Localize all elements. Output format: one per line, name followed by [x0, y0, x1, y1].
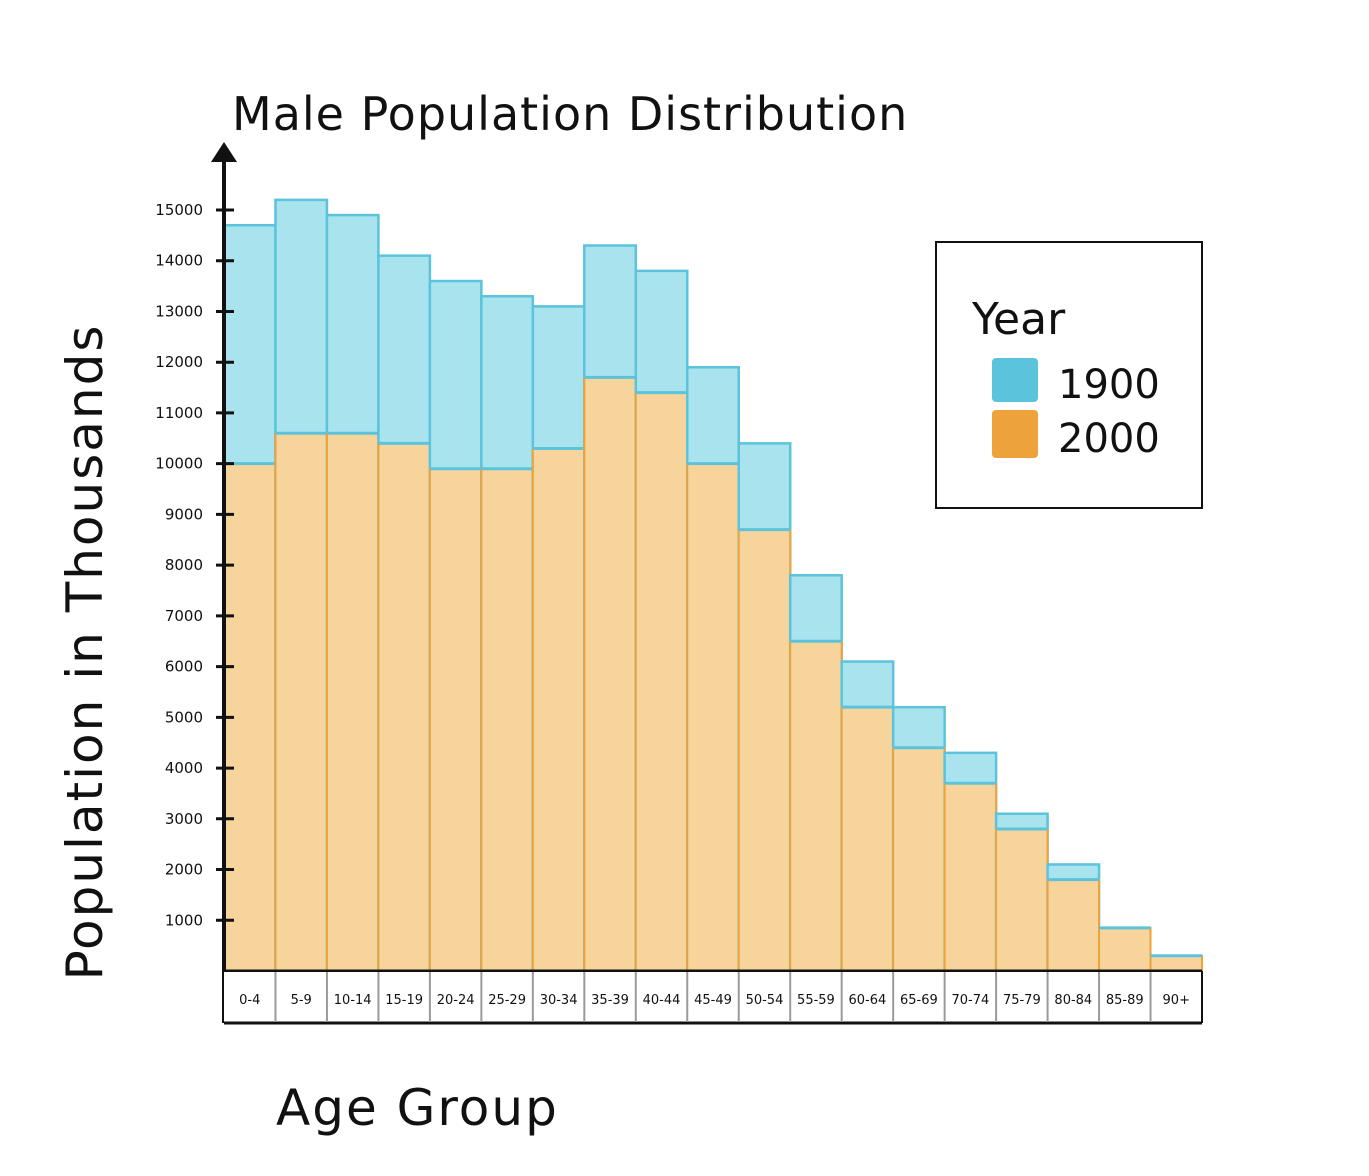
y-tick-label-4000: 4000: [165, 759, 203, 777]
bar-2000-70-74: [943, 782, 998, 973]
bar-2000-80-84: [1046, 878, 1101, 972]
x-tick-label-65-69: 65-69: [900, 993, 938, 1008]
bar-2000-15-19: [377, 442, 431, 972]
x-tick-label-85-89: 85-89: [1106, 993, 1144, 1008]
y-tick-label-15000: 15000: [155, 201, 203, 219]
y-tick-label-7000: 7000: [165, 607, 203, 625]
x-tick-label-20-24: 20-24: [437, 993, 475, 1008]
x-tick-label-0-4: 0-4: [239, 993, 260, 1008]
x-tick-label-70-74: 70-74: [951, 993, 989, 1008]
x-tick-label-55-59: 55-59: [797, 993, 835, 1008]
y-tick-label-13000: 13000: [155, 302, 203, 320]
bar-2000-65-69: [892, 746, 946, 972]
x-tick-label-10-14: 10-14: [334, 993, 372, 1008]
bar-2000-45-49: [686, 462, 740, 972]
bar-2000-60-64: [840, 706, 895, 972]
y-tick-label-9000: 9000: [165, 505, 203, 523]
bar-2000-30-34: [531, 447, 586, 972]
y-tick-label-3000: 3000: [165, 810, 203, 828]
x-tick-label-80-84: 80-84: [1054, 993, 1092, 1008]
y-tick-label-8000: 8000: [165, 556, 203, 574]
legend-label-2000: 2000: [1058, 416, 1160, 462]
bar-2000-85-89: [1098, 926, 1152, 972]
bars: [222, 198, 1204, 973]
x-tick-label-45-49: 45-49: [694, 993, 732, 1008]
y-tick-label-2000: 2000: [165, 861, 203, 879]
y-tick-label-11000: 11000: [155, 404, 203, 422]
y-tick-label-12000: 12000: [155, 353, 203, 371]
x-tick-label-30-34: 30-34: [540, 993, 578, 1008]
legend: Year 1900 2000: [935, 241, 1203, 509]
legend-label-1900: 1900: [1058, 362, 1160, 408]
category-row: 0-4 5-9 10-14 15-19 20-24 25-29 30-34 35-39 40-4…: [224, 971, 1203, 1025]
x-tick-label-50-54: 50-54: [746, 993, 784, 1008]
x-tick-label-60-64: 60-64: [849, 993, 887, 1008]
x-tick-label-40-44: 40-44: [643, 993, 681, 1008]
y-tick-label-6000: 6000: [165, 658, 203, 676]
y-axis-title: Population in Thousands: [56, 324, 114, 981]
x-tick-label-35-39: 35-39: [591, 993, 629, 1008]
bar-2000-5-9: [274, 432, 328, 972]
bar-2000-10-14: [325, 432, 380, 972]
y-ticks: 1000 2000 3000 4000 5000 6000 7000 8000 9000 1000…: [155, 201, 234, 929]
x-tick-label-75-79: 75-79: [1003, 993, 1041, 1008]
bar-2000-50-54: [737, 528, 792, 972]
y-tick-label-1000: 1000: [165, 911, 203, 929]
legend-swatch-1900: [992, 358, 1038, 402]
bar-2000-75-79: [995, 827, 1049, 972]
bar-2000-35-39: [583, 376, 637, 973]
legend-swatch-2000: [992, 410, 1038, 458]
x-tick-label-15-19: 15-19: [385, 993, 423, 1008]
chart-title: Male Population Distribution: [232, 87, 908, 141]
y-tick-label-5000: 5000: [165, 708, 203, 726]
bar-2000-25-29: [480, 467, 534, 972]
bar-2000-90+: [1149, 954, 1204, 973]
bar-2000-55-59: [789, 640, 843, 972]
axes: [211, 142, 1202, 1023]
x-tick-label-25-29: 25-29: [488, 993, 526, 1008]
bar-2000-20-24: [428, 467, 483, 972]
y-tick-label-14000: 14000: [155, 252, 203, 270]
x-tick-label-90+: 90+: [1163, 993, 1190, 1008]
legend-title: Year: [971, 294, 1066, 345]
x-tick-label-5-9: 5-9: [291, 993, 312, 1008]
y-axis-arrow-icon: [211, 142, 237, 162]
x-axis-title: Age Group: [276, 1079, 559, 1137]
y-tick-label-10000: 10000: [155, 455, 203, 473]
category-row-bg: [224, 972, 1202, 1024]
legend-box: [935, 241, 1203, 509]
bar-2000-40-44: [634, 391, 689, 972]
